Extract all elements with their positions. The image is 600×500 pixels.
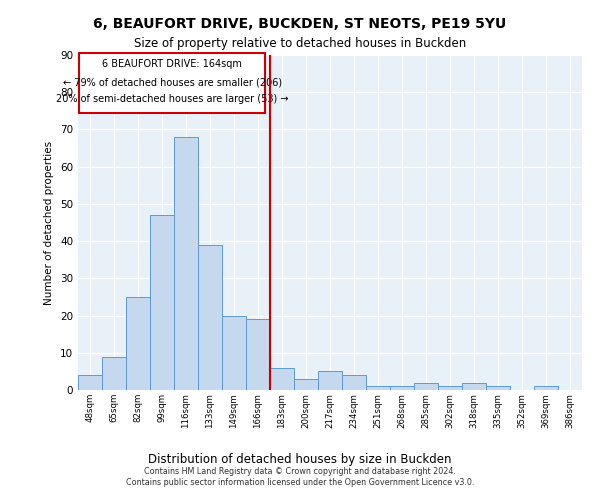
- Bar: [342, 375, 366, 390]
- Text: Size of property relative to detached houses in Buckden: Size of property relative to detached ho…: [134, 38, 466, 51]
- Bar: [438, 386, 462, 390]
- Bar: [102, 356, 126, 390]
- FancyBboxPatch shape: [79, 53, 265, 112]
- Bar: [462, 382, 486, 390]
- Bar: [294, 379, 318, 390]
- Text: Contains HM Land Registry data © Crown copyright and database right 2024.: Contains HM Land Registry data © Crown c…: [144, 467, 456, 476]
- Bar: [198, 245, 222, 390]
- Bar: [414, 382, 438, 390]
- Text: 20% of semi-detached houses are larger (53) →: 20% of semi-detached houses are larger (…: [56, 94, 289, 104]
- Bar: [126, 297, 150, 390]
- Bar: [534, 386, 558, 390]
- Text: 6 BEAUFORT DRIVE: 164sqm: 6 BEAUFORT DRIVE: 164sqm: [102, 58, 242, 68]
- Bar: [174, 137, 198, 390]
- Bar: [78, 375, 102, 390]
- Text: ← 79% of detached houses are smaller (206): ← 79% of detached houses are smaller (20…: [62, 78, 282, 88]
- Bar: [390, 386, 414, 390]
- Bar: [366, 386, 390, 390]
- Bar: [270, 368, 294, 390]
- Y-axis label: Number of detached properties: Number of detached properties: [44, 140, 55, 304]
- Text: 6, BEAUFORT DRIVE, BUCKDEN, ST NEOTS, PE19 5YU: 6, BEAUFORT DRIVE, BUCKDEN, ST NEOTS, PE…: [94, 18, 506, 32]
- Bar: [246, 320, 270, 390]
- Text: Contains public sector information licensed under the Open Government Licence v3: Contains public sector information licen…: [126, 478, 474, 487]
- Bar: [318, 372, 342, 390]
- Bar: [150, 215, 174, 390]
- Bar: [222, 316, 246, 390]
- Text: Distribution of detached houses by size in Buckden: Distribution of detached houses by size …: [148, 453, 452, 466]
- Bar: [486, 386, 510, 390]
